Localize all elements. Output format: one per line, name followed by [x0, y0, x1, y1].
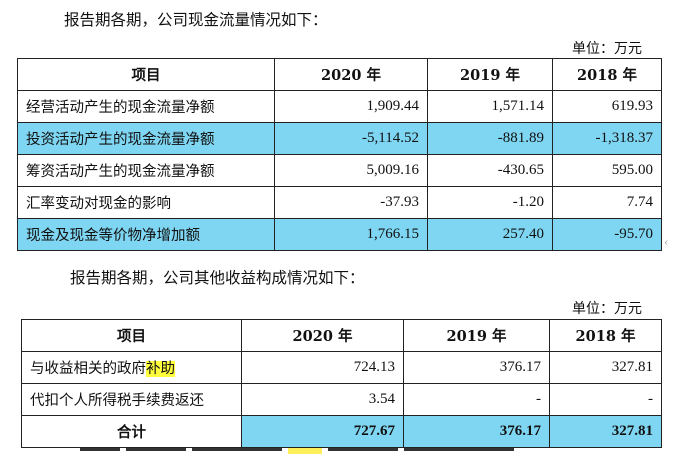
table-row: 投资活动产生的现金流量净额 -5,114.52 -881.89 -1,318.3…	[17, 122, 662, 155]
header-2020: 2020 年	[241, 319, 404, 352]
cell-2019: -1.20	[427, 186, 553, 219]
cell-2018: 7.74	[552, 186, 662, 219]
header-2020: 2020 年	[274, 58, 428, 91]
row-label: 筹资活动产生的现金流量净额	[17, 154, 275, 187]
table-header-row: 项目 2020 年 2019 年 2018 年	[17, 58, 662, 91]
header-item: 项目	[21, 319, 242, 352]
cell-2020: 1,909.44	[274, 90, 428, 123]
other-income-table: 项目 2020 年 2019 年 2018 年 与收益相关的政府补助 724.1…	[21, 319, 662, 448]
cell-2018: 327.81	[549, 351, 662, 384]
cell-2020: -5,114.52	[274, 122, 428, 155]
cell-2020: -37.93	[274, 186, 428, 219]
table-row: 代扣个人所得税手续费返还 3.54 - -	[21, 383, 662, 416]
table-row: 现金及现金等价物净增加额 1,766.15 257.40 -95.70	[17, 218, 662, 251]
cell-2018: -	[549, 383, 662, 416]
header-2018: 2018 年	[549, 319, 662, 352]
table-row: 与收益相关的政府补助 724.13 376.17 327.81	[21, 351, 662, 384]
header-2019: 2019 年	[403, 319, 550, 352]
total-2018: 327.81	[549, 415, 662, 448]
row-label-highlight: 补助	[146, 361, 175, 377]
total-2019: 376.17	[403, 415, 550, 448]
margin-mark-icon: ‹	[664, 236, 669, 249]
table-total-row: 合计 727.67 376.17 327.81	[21, 415, 662, 448]
cell-2019: -881.89	[427, 122, 553, 155]
cash-flow-unit: 单位：万元	[572, 41, 642, 57]
row-label: 代扣个人所得税手续费返还	[21, 383, 242, 416]
truncated-next-line	[80, 448, 640, 456]
cell-2018: -95.70	[552, 218, 662, 251]
header-2018: 2018 年	[552, 58, 662, 91]
row-label-prefix: 与收益相关的政府	[30, 361, 146, 377]
other-income-intro: 报告期各期，公司其他收益构成情况如下：	[70, 269, 365, 287]
table-row: 经营活动产生的现金流量净额 1,909.44 1,571.14 619.93	[17, 90, 662, 123]
cell-2019: -	[403, 383, 550, 416]
cell-2018: 619.93	[552, 90, 662, 123]
cell-2018: 595.00	[552, 154, 662, 187]
row-label: 现金及现金等价物净增加额	[17, 218, 275, 251]
cell-2019: 257.40	[427, 218, 553, 251]
other-income-unit: 单位：万元	[572, 301, 642, 317]
cell-2018: -1,318.37	[552, 122, 662, 155]
cell-2020: 724.13	[241, 351, 404, 384]
table-row: 筹资活动产生的现金流量净额 5,009.16 -430.65 595.00	[17, 154, 662, 187]
cell-2019: 376.17	[403, 351, 550, 384]
header-2019: 2019 年	[427, 58, 553, 91]
row-label: 投资活动产生的现金流量净额	[17, 122, 275, 155]
header-item: 项目	[17, 58, 275, 91]
cell-2019: -430.65	[427, 154, 553, 187]
table-header-row: 项目 2020 年 2019 年 2018 年	[21, 319, 662, 352]
cell-2020: 3.54	[241, 383, 404, 416]
row-label: 与收益相关的政府补助	[21, 351, 242, 384]
cell-2019: 1,571.14	[427, 90, 553, 123]
total-label: 合计	[21, 415, 242, 448]
row-label: 经营活动产生的现金流量净额	[17, 90, 275, 123]
cell-2020: 5,009.16	[274, 154, 428, 187]
cell-2020: 1,766.15	[274, 218, 428, 251]
total-2020: 727.67	[241, 415, 404, 448]
cash-flow-table: 项目 2020 年 2019 年 2018 年 经营活动产生的现金流量净额 1,…	[17, 58, 662, 251]
table-row: 汇率变动对现金的影响 -37.93 -1.20 7.74	[17, 186, 662, 219]
row-label: 汇率变动对现金的影响	[17, 186, 275, 219]
cash-flow-intro: 报告期各期，公司现金流量情况如下：	[64, 11, 328, 29]
